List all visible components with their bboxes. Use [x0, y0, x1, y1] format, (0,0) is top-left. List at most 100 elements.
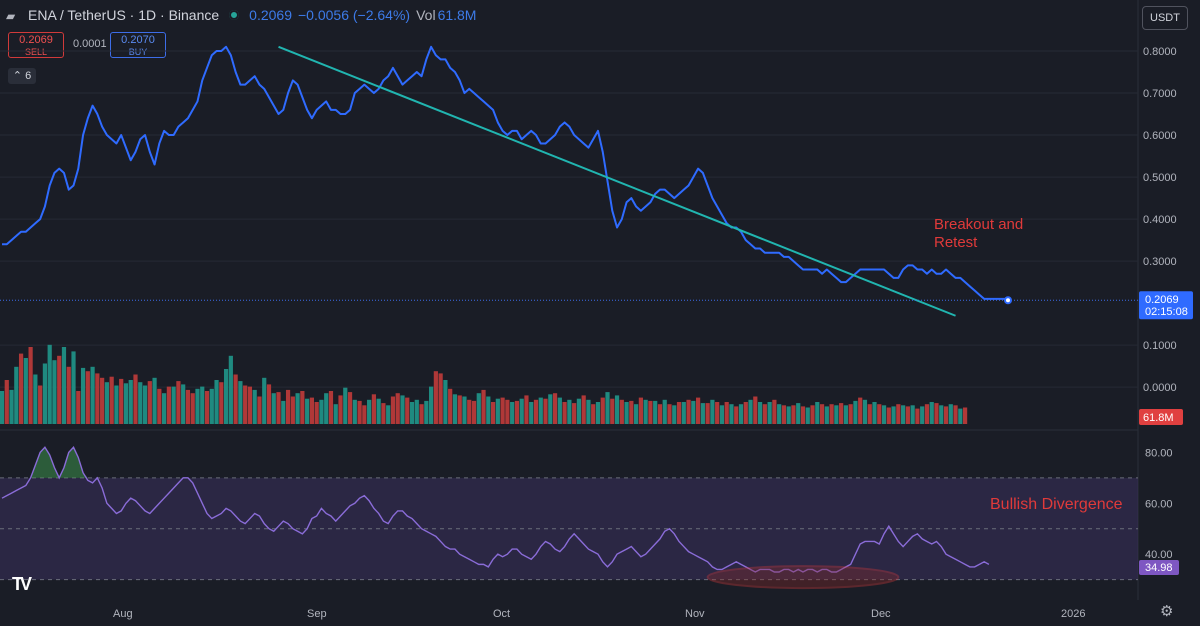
symbol-logo-icon: ▰ [6, 9, 16, 23]
volume-bar [676, 402, 682, 424]
volume-bar [414, 399, 419, 424]
volume-bar [715, 402, 720, 424]
volume-bar [462, 396, 467, 424]
volume-bar [185, 389, 191, 424]
market-status-icon [229, 10, 240, 20]
volume-bar [548, 394, 553, 424]
volume-bar [76, 391, 81, 424]
volume-bar [443, 380, 448, 424]
last-price-tag [1139, 291, 1193, 320]
settings-gear-icon[interactable]: ⚙ [1160, 603, 1174, 620]
volume-bar [591, 404, 596, 424]
volume-bar [638, 397, 643, 424]
volume-bar [271, 393, 276, 424]
volume-bar [324, 393, 329, 424]
volume-bar [695, 397, 701, 424]
volume-bar [305, 398, 310, 424]
price-tick-label: 0.7000 [1143, 88, 1177, 100]
volume-bar [572, 403, 577, 424]
volume-bar [843, 405, 848, 424]
indicators-toggle-button[interactable]: ⌃ 6 [8, 68, 36, 84]
volume-bar [281, 400, 286, 424]
volume-bar [142, 385, 148, 424]
sell-button[interactable]: 0.2069 SELL [8, 32, 64, 58]
volume-bar [162, 393, 167, 424]
volume-bar [853, 400, 858, 424]
volume-bar [605, 392, 610, 424]
currency-button[interactable]: USDT [1142, 6, 1188, 30]
volume-bar [648, 400, 653, 424]
price-line [2, 45, 1008, 300]
volume-bar [772, 399, 777, 424]
volume-bar [114, 385, 119, 424]
volume-bar [266, 384, 272, 424]
volume-bar [219, 382, 224, 424]
rsi-tick-label: 80.00 [1145, 447, 1173, 459]
volume-bar [119, 378, 124, 424]
volume-bar [567, 399, 572, 424]
volume-bar [181, 384, 186, 424]
volume-bar [848, 404, 853, 424]
volume-bar [839, 403, 844, 424]
volume-bar [581, 395, 586, 424]
volume-bar [719, 405, 725, 424]
volume-bar [920, 406, 925, 424]
volume-bar [333, 404, 338, 424]
volume-bar [424, 400, 429, 424]
volume-bar [347, 392, 353, 424]
tradingview-logo-icon: TV [12, 574, 32, 594]
volume-bar [910, 405, 915, 424]
time-axis-label: Oct [493, 608, 510, 620]
volume-bar [872, 402, 877, 424]
volume-bar [428, 386, 434, 424]
header-price: 0.2069 [249, 7, 292, 23]
header-change: −0.0056 (−2.64%) [298, 7, 411, 23]
volume-bar [915, 408, 920, 424]
volume-bar [762, 404, 767, 424]
volume-bar [338, 395, 343, 424]
volume-bar [781, 405, 787, 424]
breakout-annotation: Breakout and [934, 216, 1023, 233]
volume-bar [953, 405, 958, 424]
volume-bar [896, 404, 901, 424]
volume-bar [204, 391, 210, 424]
volume-bar [419, 404, 424, 424]
volume-bar [586, 399, 591, 424]
symbol-title[interactable]: ENA / TetherUS · 1D · Binance [28, 7, 220, 23]
volume-bar [824, 406, 829, 424]
volume-bar [595, 402, 601, 424]
volume-bar [247, 386, 253, 424]
volume-bar [314, 402, 319, 424]
volume-bar [800, 406, 806, 424]
volume-bar [495, 398, 500, 424]
volume-bar [209, 388, 214, 424]
volume-bar [700, 403, 705, 424]
volume-bar [166, 386, 171, 424]
volume-bar [629, 400, 634, 424]
divergence-annotation: Bullish Divergence [990, 496, 1123, 513]
volume-bar [929, 402, 934, 424]
price-tick-label: 0.0000 [1143, 382, 1177, 394]
volume-bar [705, 403, 710, 424]
price-tick-label: 0.5000 [1143, 172, 1177, 184]
volume-bar [819, 404, 825, 424]
breakout-annotation: Retest [934, 234, 978, 251]
volume-bar [100, 377, 105, 424]
volume-bar [47, 344, 52, 424]
price-tick-label: 0.1000 [1143, 340, 1177, 352]
volume-bar [667, 404, 672, 424]
volume-bar [362, 405, 367, 424]
volume-bar [881, 405, 887, 424]
buy-button[interactable]: 0.2070 BUY [110, 32, 166, 58]
time-axis-label: Sep [307, 608, 327, 620]
volume-bar [71, 351, 76, 424]
volume-bar [867, 404, 872, 424]
volume-bar [138, 382, 143, 424]
volume-bar [66, 366, 71, 424]
volume-bar [576, 398, 582, 424]
volume-bar [724, 402, 729, 424]
volume-bar [796, 403, 801, 424]
sell-price: 0.2069 [19, 34, 53, 46]
volume-bar [367, 399, 372, 424]
